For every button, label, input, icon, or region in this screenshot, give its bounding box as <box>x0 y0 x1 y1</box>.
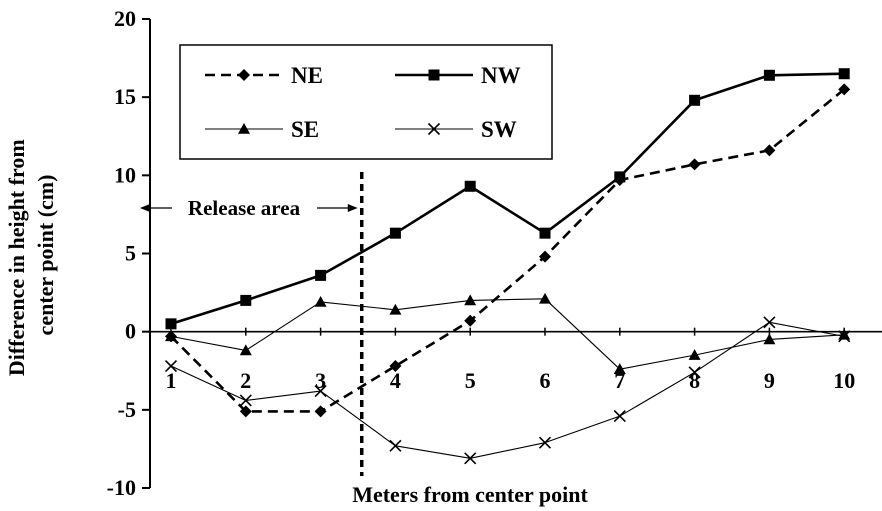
x-tick-label: 2 <box>240 368 251 393</box>
data-point-sw <box>613 410 626 423</box>
y-axis-title: Difference in height from center point (… <box>4 134 58 376</box>
x-tick-label: 7 <box>614 368 625 393</box>
legend: NE NW SE SW <box>179 44 553 160</box>
series-ne <box>165 83 851 418</box>
data-point-se <box>763 333 776 345</box>
legend-marker-nw <box>428 69 440 81</box>
series-line-sw <box>170 321 845 459</box>
x-tick-label: 10 <box>833 368 855 393</box>
x-tick-label: 9 <box>764 368 775 393</box>
data-point-sw <box>464 452 477 465</box>
data-point-nw <box>763 69 775 81</box>
data-point-ne <box>389 360 402 373</box>
data-point-ne <box>539 250 551 263</box>
data-point-se <box>613 363 626 374</box>
data-point-nw <box>838 68 850 80</box>
data-point-sw <box>239 394 252 407</box>
data-point-se <box>464 294 477 306</box>
legend-label-sw: SW <box>481 117 517 142</box>
y-axis-title-line-2: center point (cm) <box>33 175 58 336</box>
data-point-nw <box>614 171 626 183</box>
y-tick-label: 0 <box>125 319 136 344</box>
legend-marker-ne <box>238 69 250 81</box>
series-sw <box>164 316 851 465</box>
y-tick-label: -5 <box>118 397 136 422</box>
y-tick-label: -10 <box>107 475 136 500</box>
data-point-se <box>165 330 177 342</box>
data-point-nw <box>240 294 252 306</box>
legend-item-se: SE <box>205 117 319 142</box>
release-area-label: Release area <box>188 196 301 220</box>
annotation-layer: Release area <box>140 172 364 476</box>
data-point-nw <box>165 318 177 330</box>
legend-item-ne: NE <box>205 63 323 88</box>
data-point-sw <box>763 316 776 329</box>
x-tick-label: 4 <box>390 368 401 393</box>
x-tick-label: 3 <box>315 368 326 393</box>
data-point-ne <box>239 405 252 418</box>
data-point-se <box>688 349 701 360</box>
x-tick-label: 6 <box>540 368 551 393</box>
axes: 20 15 10 5 0 -5 -10 1 2 3 4 5 6 7 8 9 10 <box>107 6 882 500</box>
data-point-nw <box>389 227 401 239</box>
y-tick-label: 10 <box>114 162 136 187</box>
x-tick-label: 1 <box>166 368 177 393</box>
legend-marker-se <box>238 123 250 134</box>
data-point-ne <box>763 144 776 157</box>
data-point-sw <box>164 359 178 373</box>
y-tick-label: 15 <box>114 84 136 109</box>
plot-area <box>164 68 851 465</box>
legend-label-nw: NW <box>481 63 521 88</box>
series-se <box>165 292 851 374</box>
data-point-nw <box>464 180 476 192</box>
y-axis-title-line-1: Difference in height from <box>4 139 29 376</box>
data-point-se <box>539 292 551 304</box>
legend-box <box>179 44 553 160</box>
data-point-sw <box>688 366 701 379</box>
legend-item-sw: SW <box>395 117 517 142</box>
legend-item-nw: NW <box>395 63 521 88</box>
data-point-ne <box>688 158 701 171</box>
data-point-se <box>389 303 402 315</box>
series-line-ne <box>170 88 846 413</box>
legend-label-se: SE <box>291 117 319 142</box>
data-point-se <box>239 344 252 356</box>
data-point-ne <box>838 83 851 96</box>
series-nw <box>165 68 850 330</box>
data-point-sw <box>389 439 402 452</box>
y-tick-label: 5 <box>125 241 136 266</box>
series-line-se <box>170 298 845 370</box>
x-tick-label: 5 <box>465 368 476 393</box>
data-point-se <box>838 328 851 340</box>
data-point-ne <box>314 405 327 418</box>
data-point-sw <box>314 385 327 398</box>
legend-label-ne: NE <box>291 63 323 88</box>
data-point-ne <box>464 314 477 327</box>
data-point-sw <box>838 330 851 343</box>
series-line-nw <box>170 72 845 326</box>
data-point-nw <box>689 94 701 106</box>
data-point-nw <box>315 269 327 281</box>
arrowhead-right-icon <box>347 204 358 212</box>
arrowhead-left-icon <box>140 204 150 212</box>
data-point-se <box>314 295 327 307</box>
x-axis-title: Meters from center point <box>352 482 588 507</box>
legend-marker-sw <box>427 122 441 136</box>
y-tick-label: 20 <box>114 6 136 31</box>
data-point-nw <box>539 227 551 239</box>
data-point-sw <box>538 436 552 449</box>
x-tick-label: 8 <box>689 368 700 393</box>
